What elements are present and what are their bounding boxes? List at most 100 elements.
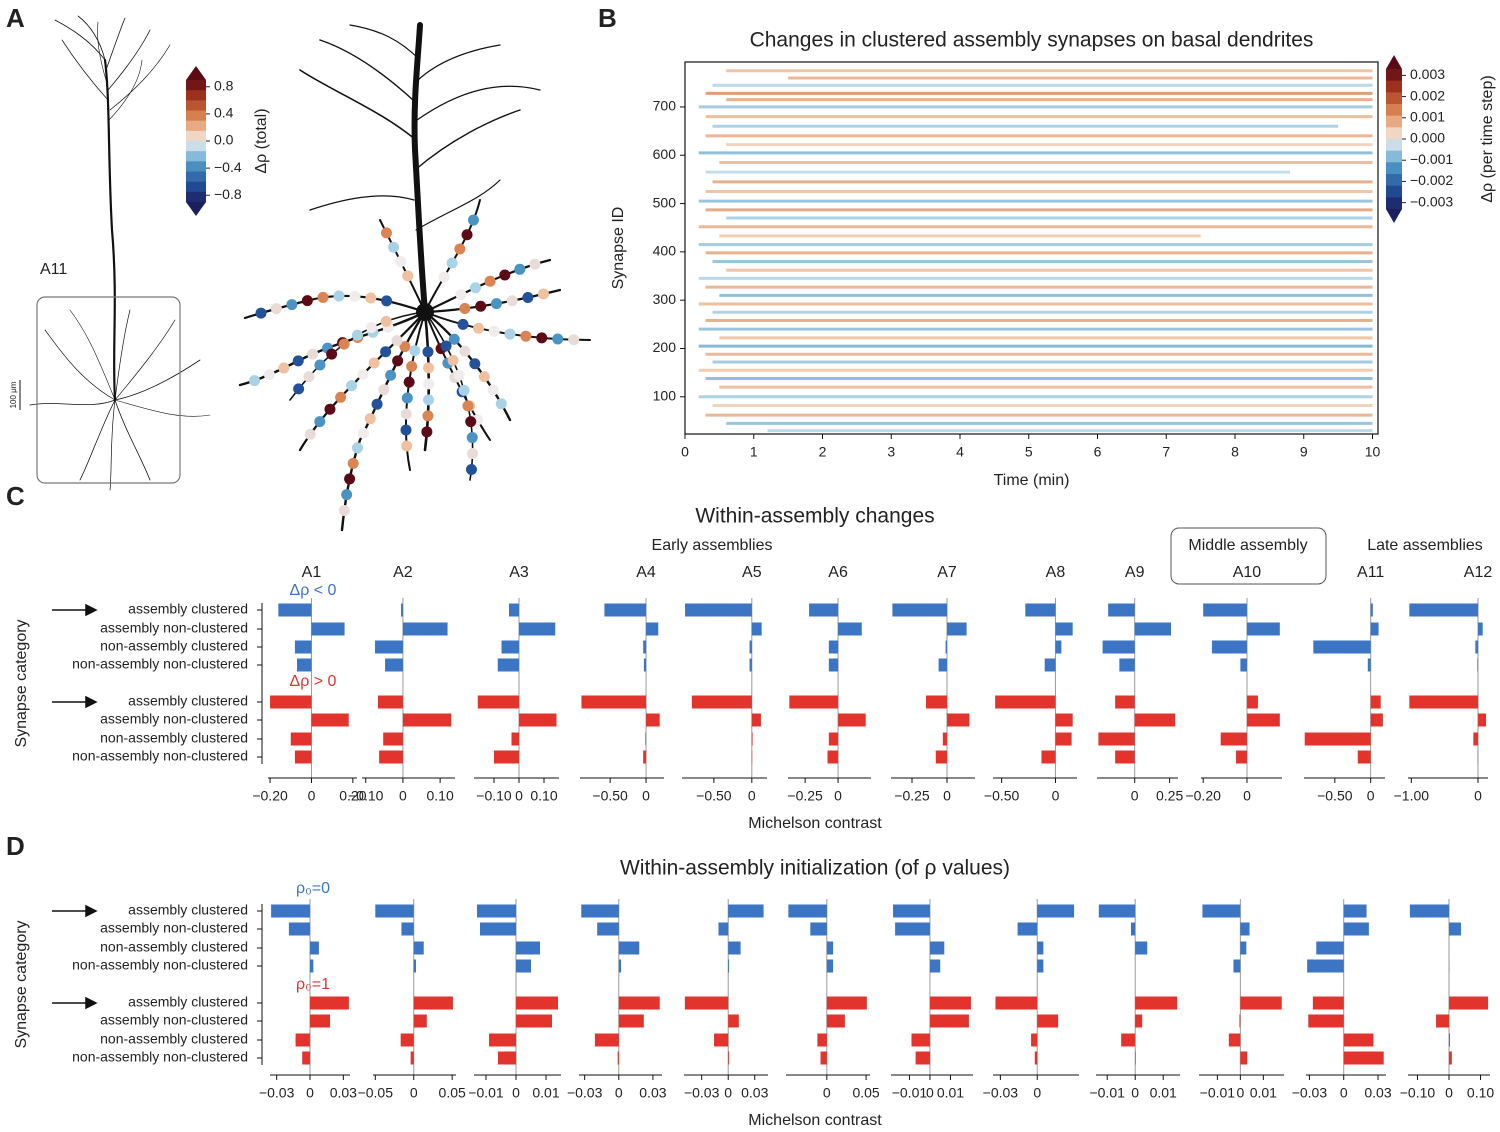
synapse-band <box>317 291 329 303</box>
bar <box>643 658 647 672</box>
x-tick-label: −0.50 <box>696 788 732 804</box>
dendrite <box>107 29 151 91</box>
synapse-band <box>454 243 466 255</box>
x-tick-label: 0.03 <box>639 1085 666 1101</box>
assembly-name: A5 <box>742 564 762 581</box>
bar <box>413 1014 427 1028</box>
synapse-band <box>552 333 564 345</box>
x-tick-label: −0.03 <box>983 1085 1019 1101</box>
synapse-band <box>484 275 496 287</box>
colorbar-step <box>186 141 206 152</box>
synapse-band <box>537 288 549 300</box>
neuron-label: A11 <box>40 261 67 278</box>
assembly-name: A10 <box>1233 564 1262 581</box>
x-tick-label: −0.03 <box>1292 1085 1328 1101</box>
synapse-band <box>292 355 304 367</box>
colorbar-step <box>186 90 206 101</box>
dendrite <box>54 19 106 61</box>
arrows <box>52 603 98 1010</box>
synapse-band <box>400 424 412 436</box>
bar <box>1473 732 1478 746</box>
bar <box>618 959 622 973</box>
bar <box>1098 904 1136 918</box>
x-tick-label: 0 <box>943 788 951 804</box>
synapse-band <box>473 322 485 334</box>
bar <box>617 1051 619 1065</box>
dendrite <box>114 359 201 401</box>
x-tick-label: −0.25 <box>787 788 823 804</box>
x-tick-label: −0.25 <box>894 788 930 804</box>
x-tick-label: 10 <box>1365 444 1381 460</box>
colorbar-tick-label: 0.001 <box>1410 108 1445 124</box>
x-tick-label: 0 <box>515 788 523 804</box>
bar <box>789 695 839 709</box>
bar <box>1409 695 1478 709</box>
synapse-band <box>402 270 414 282</box>
synapse-band <box>423 362 435 374</box>
dendrite <box>349 24 421 61</box>
colorbar-step <box>1386 104 1402 117</box>
x-tick-label: 0.10 <box>530 788 557 804</box>
dendrite <box>299 69 417 141</box>
x-tick-label: −0.01 <box>1089 1085 1125 1101</box>
colorbar-step <box>186 130 206 142</box>
synapse-band <box>399 341 411 353</box>
synapse-band <box>388 241 400 253</box>
bar <box>480 922 516 936</box>
bar <box>945 640 947 654</box>
category-label: non-assembly clustered <box>100 730 248 746</box>
x-tick-label: 0.05 <box>439 1085 466 1101</box>
x-tick-label: 1 <box>750 444 758 460</box>
synapse-band <box>380 227 392 239</box>
bar <box>938 658 947 672</box>
bar <box>751 732 753 746</box>
bar <box>728 1014 739 1028</box>
dendrite <box>108 59 143 121</box>
synapse-band <box>467 214 479 226</box>
arrow-head <box>85 996 98 1010</box>
synapse-band <box>401 392 413 404</box>
x-axis-label: Michelson contrast <box>748 815 882 832</box>
x-tick-label: −0.01 <box>892 1085 928 1101</box>
bar <box>1343 904 1367 918</box>
colorbar-step <box>1386 127 1402 140</box>
synapse-band <box>357 368 369 380</box>
x-tick-label: 0.10 <box>426 788 453 804</box>
dendrite <box>238 310 427 387</box>
synapse-band <box>278 362 290 374</box>
bar <box>995 695 1056 709</box>
category-label: non-assembly non-clustered <box>72 957 248 973</box>
colorbar-tick-label: 0.0 <box>214 132 234 148</box>
colorbar-step <box>186 171 206 183</box>
bar <box>826 996 867 1010</box>
bar <box>929 996 971 1010</box>
synapse-band <box>406 360 418 372</box>
x-tick-label: −0.03 <box>684 1085 720 1101</box>
category-label: assembly clustered <box>128 693 248 709</box>
bar <box>1211 640 1247 654</box>
x-tick-label: 0.20 <box>339 788 366 804</box>
bar <box>310 1014 330 1028</box>
bar <box>1475 640 1478 654</box>
panel-label: A <box>6 3 25 33</box>
bar <box>1307 959 1344 973</box>
synapse-band <box>401 440 413 452</box>
x-tick-label: 0 <box>724 1085 732 1101</box>
bar <box>1031 1033 1038 1047</box>
dendrite <box>114 399 151 481</box>
bar <box>1134 622 1172 636</box>
bar <box>1037 959 1044 973</box>
synapse-band <box>314 359 326 371</box>
x-tick-label: 0.01 <box>1250 1085 1277 1101</box>
bar <box>728 941 741 955</box>
bar <box>375 640 403 654</box>
synapse-band <box>338 504 350 516</box>
assembly-name: A3 <box>509 564 529 581</box>
colorbar-tick-label: 0.000 <box>1410 130 1445 146</box>
category-label: non-assembly non-clustered <box>72 748 248 764</box>
bar <box>827 750 839 764</box>
x-tick-label: −0.10 <box>348 788 384 804</box>
synapse-band <box>395 256 407 268</box>
bar <box>838 713 866 727</box>
